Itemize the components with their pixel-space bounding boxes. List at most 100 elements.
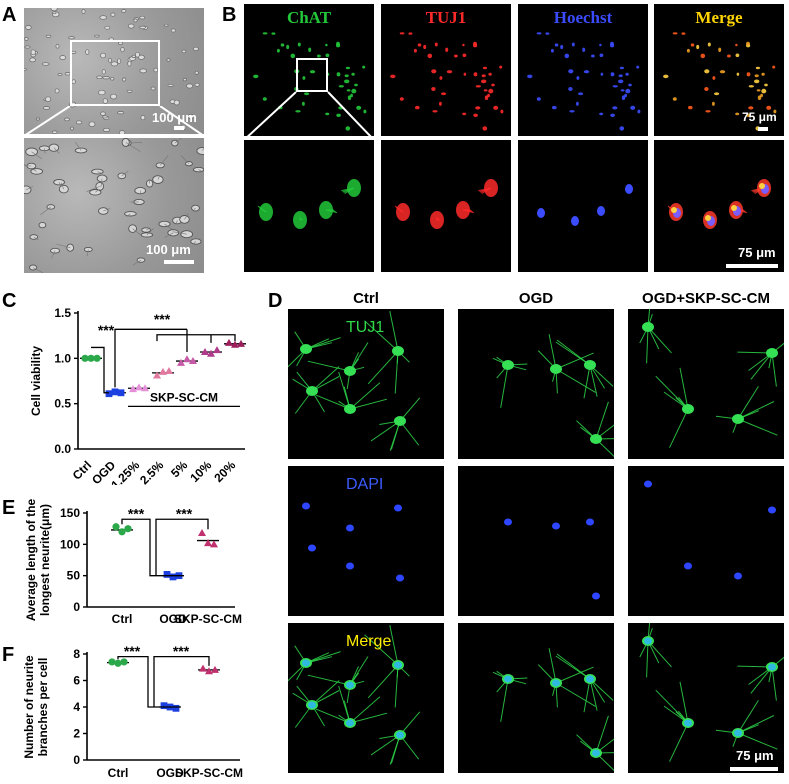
y-tick-label: 0.5 xyxy=(54,397,71,411)
data-point xyxy=(160,702,168,710)
data-point xyxy=(141,384,149,392)
data-point xyxy=(213,346,221,354)
significance-mark: *** xyxy=(176,506,193,522)
d-row-label-1: DAPI xyxy=(346,476,384,493)
b-channel-title-merge: Merge xyxy=(695,8,743,27)
zoom-box xyxy=(70,40,160,106)
b-scale-label-bottom: 75 μm xyxy=(738,245,776,260)
b-image-merge-zoom xyxy=(654,140,784,272)
data-point xyxy=(87,354,95,362)
d-image-1-0 xyxy=(288,466,444,616)
significance-mark: *** xyxy=(128,506,145,522)
d-image-0-2 xyxy=(628,309,784,459)
y-tick-label: 0 xyxy=(73,753,80,767)
b-scale-label-top: 75 μm xyxy=(742,110,777,124)
data-point xyxy=(201,347,209,355)
x-tick-label: 5% xyxy=(168,458,190,480)
data-point xyxy=(183,355,191,363)
significance-bracket xyxy=(114,328,236,388)
y-axis-label: Number of neuritebranches per cell xyxy=(22,655,50,759)
data-point xyxy=(199,664,207,672)
data-point xyxy=(237,339,245,347)
data-point xyxy=(205,667,213,675)
d-scale-bar xyxy=(730,767,778,771)
data-point xyxy=(105,390,113,398)
data-point xyxy=(204,539,212,547)
y-tick-label: 2 xyxy=(73,727,80,741)
data-point xyxy=(210,540,218,548)
y-tick-label: 1.0 xyxy=(54,351,71,365)
group-label: SKP-SC-CM xyxy=(150,390,218,404)
d-row-label-0: TUJ1 xyxy=(346,319,385,336)
significance-bracket xyxy=(117,656,210,708)
b-zoom-box xyxy=(296,58,328,92)
y-tick-label: 1.5 xyxy=(54,306,71,320)
neuron-cells xyxy=(492,648,614,771)
y-tick-label: 50 xyxy=(67,569,81,583)
data-point xyxy=(177,358,185,366)
b-image-hoechst-overview xyxy=(518,4,648,136)
x-tick-label: 20% xyxy=(211,458,238,485)
cell-dots xyxy=(253,32,367,131)
d-image-2-1 xyxy=(458,623,614,773)
neuron-cells xyxy=(639,623,784,762)
cell-texture-zoom xyxy=(24,138,204,273)
data-point xyxy=(207,349,215,357)
phase-contrast-image-top: 100 μm xyxy=(24,8,204,134)
b-zoom-lines xyxy=(244,91,374,140)
b-image-chat-zoom xyxy=(244,140,374,272)
d-image-1-2 xyxy=(628,466,784,616)
y-tick-label: 4 xyxy=(73,700,80,714)
data-point xyxy=(118,528,126,536)
b-image-merge-overview xyxy=(654,4,784,136)
data-point xyxy=(124,525,132,533)
data-point xyxy=(120,658,128,666)
data-point xyxy=(135,383,143,391)
d-column-title-2: OGD+SKP-SC-CM xyxy=(642,290,770,307)
neuron-cells xyxy=(288,624,421,765)
x-tick-label: OGD xyxy=(156,766,184,780)
y-tick-label: 8 xyxy=(73,647,80,661)
significance-mark: *** xyxy=(173,643,190,659)
data-point xyxy=(198,529,206,537)
b-channel-title-tuj1: TUJ1 xyxy=(425,8,467,27)
y-tick-label: 6 xyxy=(73,674,80,688)
panel-label-d: D xyxy=(268,290,283,312)
x-tick-label: 10% xyxy=(187,458,214,485)
phase-contrast-image-bottom: 100 μm xyxy=(24,138,204,273)
chart-e-neurite-length: 0 50 100 150 Average length of thelongest ne… xyxy=(24,499,242,626)
y-axis-label: Average length of thelongest neurite(μm) xyxy=(24,499,52,622)
scale-bar-a-top xyxy=(174,126,184,130)
data-point xyxy=(159,367,167,375)
cell-dots xyxy=(663,32,777,131)
panel-label-b: B xyxy=(222,4,237,26)
x-tick-label: Ctrl xyxy=(112,612,133,626)
neuron-cells xyxy=(302,502,404,582)
d-image-2-2 xyxy=(628,623,784,773)
cell-texture xyxy=(24,8,200,134)
significance-mark: *** xyxy=(98,322,115,338)
significance-bracket xyxy=(91,346,109,394)
d-image-1-1 xyxy=(458,466,614,616)
neuron-cells xyxy=(639,309,784,448)
cell-dots xyxy=(527,32,641,131)
data-point xyxy=(112,523,120,531)
y-tick-label: 100 xyxy=(60,537,80,551)
panel-label-f: F xyxy=(2,644,15,666)
significance-bracket xyxy=(121,518,209,577)
b-channel-title-hoechst: Hoechst xyxy=(553,8,613,27)
cell-dots xyxy=(390,32,504,131)
data-point xyxy=(111,388,119,396)
data-point xyxy=(93,354,101,362)
significance-mark: *** xyxy=(124,643,141,659)
x-tick-label: 2.5% xyxy=(137,458,166,485)
scale-bar-a-bottom xyxy=(164,260,194,264)
data-point xyxy=(153,371,161,379)
data-point xyxy=(211,665,219,673)
y-tick-label: 0 xyxy=(73,600,80,614)
significance-mark: *** xyxy=(154,311,171,327)
y-axis-label: Cell viability xyxy=(29,346,43,416)
data-point xyxy=(189,357,197,365)
chart-f-neurite-branches: 0 2 4 6 8 Number of neuritebranches per cell C… xyxy=(22,643,243,780)
